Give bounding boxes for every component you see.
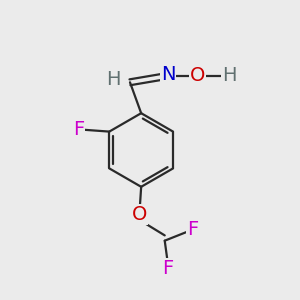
Text: F: F	[162, 259, 173, 278]
Text: F: F	[73, 120, 84, 139]
Text: H: H	[106, 70, 121, 89]
Text: O: O	[190, 66, 206, 85]
Text: O: O	[132, 205, 147, 224]
Text: F: F	[187, 220, 198, 239]
Text: N: N	[161, 65, 176, 84]
Text: H: H	[222, 66, 236, 85]
